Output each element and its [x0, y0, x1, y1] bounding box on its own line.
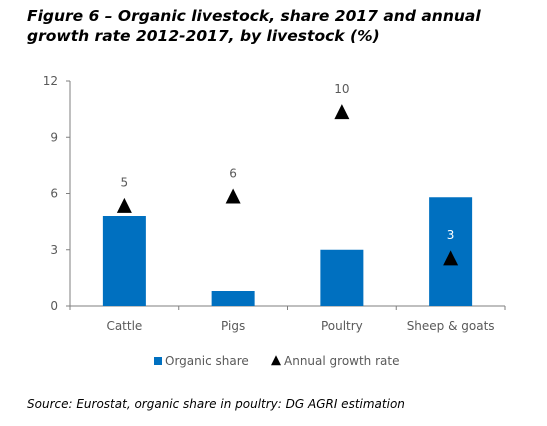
y-tick-label: 0 — [50, 299, 58, 313]
bar-organic-share — [211, 291, 255, 306]
figure-title: Figure 6 – Organic livestock, share 2017… — [27, 7, 481, 45]
bar-organic-share — [102, 216, 146, 306]
x-tick-label: Poultry — [321, 319, 363, 333]
y-tick-label: 6 — [50, 187, 58, 201]
data-label-growth-rate: 5 — [121, 176, 129, 190]
x-tick-label: Cattle — [106, 319, 142, 333]
x-tick-label: Pigs — [221, 319, 245, 333]
legend-label-organic-share: Organic share — [165, 354, 249, 368]
legend-swatch-growth-rate — [271, 355, 281, 366]
legend-swatch-organic-share — [154, 357, 162, 365]
marker-growth-rate — [443, 250, 459, 266]
data-label-growth-rate: 10 — [334, 82, 349, 96]
data-label-growth-rate: 6 — [229, 166, 237, 180]
y-tick-label: 12 — [43, 74, 58, 88]
bar-organic-share — [320, 249, 364, 306]
marker-growth-rate — [334, 104, 350, 120]
marker-growth-rate — [116, 197, 132, 213]
data-label-growth-rate: 3 — [447, 228, 455, 242]
y-tick-label: 3 — [50, 243, 58, 257]
legend-label-growth-rate: Annual growth rate — [284, 354, 399, 368]
y-tick-label: 9 — [50, 130, 58, 144]
chart: 0 3 6 9 12 Cattle Pigs Poultry Sheep & goats 5 6 10… — [43, 74, 506, 368]
source-note: Source: Eurostat, organic share in poult… — [27, 397, 405, 411]
plot-area: 0 3 6 9 12 Cattle Pigs Poultry Sheep & goats 5 6 10… — [43, 74, 506, 333]
x-tick-label: Sheep & goats — [407, 319, 495, 333]
legend: Organic share Annual growth rate — [154, 354, 399, 368]
marker-growth-rate — [225, 188, 241, 204]
